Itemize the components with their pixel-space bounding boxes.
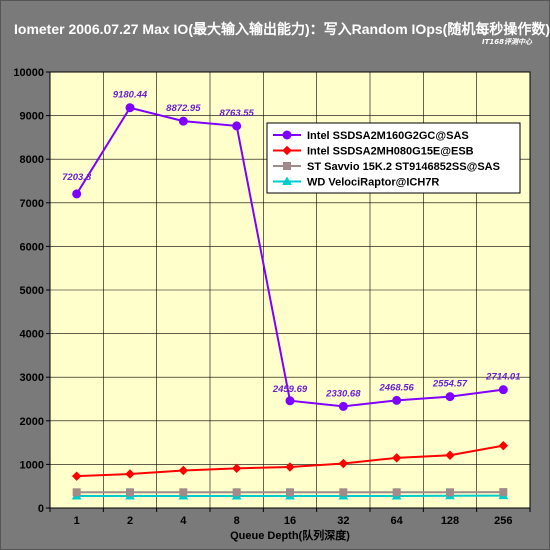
x-tick-label: 64 — [391, 515, 404, 527]
data-label: 2554.57 — [432, 379, 468, 390]
data-point — [72, 488, 81, 497]
data-point — [338, 458, 349, 469]
data-point — [445, 450, 455, 460]
x-tick-label: 32 — [337, 515, 349, 527]
legend-entry: WD VelociRaptor@ICH7R — [273, 176, 439, 189]
legend-marker — [282, 145, 292, 156]
legend-box — [266, 122, 521, 194]
y-tick-label: 3000 — [20, 372, 44, 384]
data-label: 2468.56 — [378, 382, 414, 393]
x-tick-label: 128 — [441, 515, 459, 527]
legend-label: Intel SSDSA2MH080G15E@ESB — [307, 146, 474, 158]
x-tick-label: 2 — [127, 515, 133, 527]
y-tick-label: 1000 — [20, 459, 44, 471]
x-tick-label: 4 — [180, 515, 187, 527]
series-st-savvio-15k-2-st9146852ss-sas — [72, 488, 508, 497]
data-point — [339, 488, 348, 497]
legend-marker — [283, 162, 291, 170]
data-point — [178, 465, 189, 476]
chart-title: Iometer 2006.07.27 Max IO(最大输入输出能力)：写入Ra… — [14, 21, 550, 37]
y-tick-label: 8000 — [20, 154, 44, 166]
data-point — [125, 469, 135, 479]
series-intel-ssdsa2mh080g15e-esb — [71, 440, 509, 481]
data-label: 2459.69 — [272, 384, 308, 395]
data-point — [498, 440, 509, 451]
data-point — [72, 189, 82, 199]
data-point — [391, 453, 402, 463]
data-point — [392, 488, 401, 497]
y-tick-label: 5000 — [20, 285, 44, 297]
data-label: 7203.8 — [62, 172, 92, 183]
x-tick-label: 256 — [494, 515, 512, 527]
x-tick-label: 8 — [234, 515, 240, 527]
legend: Intel SSDSA2M160G2GC@SAS Intel SSDSA2MH08… — [266, 122, 521, 194]
data-point — [446, 488, 454, 497]
y-tick-label: 10000 — [13, 67, 44, 79]
axes: 0 1000 2000 3000 4000 5000 6000 7000 8000 9000 100… — [13, 67, 531, 527]
data-label: 8763.55 — [219, 108, 254, 119]
data-label: 2330.68 — [325, 388, 361, 399]
series-intel-ssdsa2m160g2gc-sas — [72, 103, 508, 411]
data-point — [178, 116, 188, 126]
legend-marker — [282, 176, 292, 185]
legend-entry: ST Savvio 15K.2 ST9146852SS@SAS — [273, 161, 500, 173]
data-label: 8872.95 — [166, 103, 201, 114]
legend-label: WD VelociRaptor@ICH7R — [307, 177, 439, 189]
data-point — [125, 103, 135, 113]
data-point — [498, 385, 508, 395]
legend-entry: Intel SSDSA2M160G2GC@SAS — [273, 130, 469, 142]
x-axis-title: Queue Depth(队列深度) — [230, 528, 350, 542]
data-point — [285, 396, 295, 406]
data-point — [232, 488, 241, 497]
data-point — [499, 488, 508, 497]
y-tick-label: 7000 — [20, 198, 44, 210]
legend-entry: Intel SSDSA2MH080G15E@ESB — [273, 146, 474, 158]
data-point — [126, 488, 134, 497]
data-label: 2714.01 — [485, 372, 520, 383]
x-tick-label: 16 — [284, 515, 296, 527]
data-point — [232, 121, 242, 131]
data-point — [445, 392, 455, 402]
legend-label: ST Savvio 15K.2 ST9146852SS@SAS — [307, 161, 500, 173]
data-labels: 7203.8 9180.44 8872.95 8763.55 2459.69 2330.6… — [62, 90, 520, 400]
watermark-text: IT168评测中心 — [482, 38, 532, 46]
data-label: 9180.44 — [113, 90, 148, 101]
legend-label: Intel SSDSA2M160G2GC@SAS — [307, 130, 469, 142]
y-tick-label: 9000 — [20, 111, 44, 123]
data-point — [392, 395, 402, 405]
y-tick-label: 6000 — [20, 241, 44, 253]
series-group — [71, 103, 509, 500]
data-point — [71, 471, 82, 481]
y-tick-label: 0 — [38, 503, 44, 515]
data-point — [231, 463, 242, 474]
y-tick-label: 4000 — [20, 329, 44, 341]
y-tick-label: 2000 — [20, 416, 44, 428]
data-point — [179, 488, 188, 497]
x-tick-label: 1 — [74, 515, 80, 527]
legend-marker — [282, 130, 292, 140]
data-point — [286, 488, 294, 497]
data-point — [338, 401, 348, 411]
data-point — [285, 462, 295, 472]
